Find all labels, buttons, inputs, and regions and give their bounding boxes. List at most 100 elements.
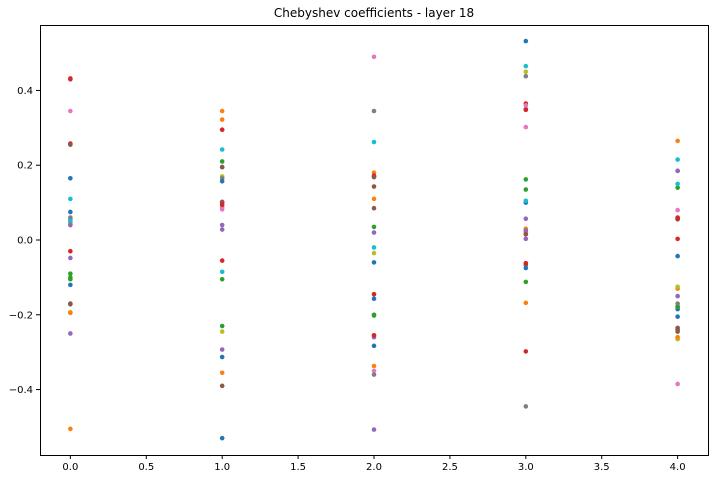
data-point: [523, 265, 529, 271]
y-tick-label: 0.4: [17, 86, 33, 97]
data-point: [219, 435, 225, 441]
data-point: [68, 310, 73, 316]
chart-title: Chebyshev coefficients - layer 18: [274, 6, 474, 20]
data-point: [523, 216, 529, 221]
data-point: [219, 323, 225, 329]
data-point: [219, 164, 225, 170]
data-point: [68, 209, 73, 215]
data-point: [523, 279, 529, 285]
data-point: [523, 103, 529, 108]
data-point: [219, 179, 225, 184]
data-point: [371, 184, 377, 189]
data-point: [371, 196, 377, 202]
data-point: [68, 222, 73, 228]
data-point: [523, 177, 529, 182]
data-point: [68, 248, 73, 254]
data-point: [675, 138, 680, 144]
data-point: [219, 347, 225, 352]
data-point: [219, 383, 225, 389]
x-tick-label: 4.0: [670, 462, 686, 473]
data-point: [219, 159, 225, 164]
data-point: [371, 260, 377, 265]
x-axis: 0.0 0.5 1.0 1.5 2.0 2.5 3.0 3.5 4.0: [62, 455, 686, 473]
data-point: [68, 302, 73, 307]
data-point: [371, 245, 377, 250]
data-point: [675, 253, 680, 259]
data-point: [675, 327, 680, 333]
data-point: [68, 255, 73, 261]
data-point: [371, 363, 377, 369]
data-point: [371, 333, 377, 338]
x-tick-label: 0.5: [138, 462, 154, 473]
data-point: [68, 276, 73, 282]
data-point: [219, 127, 225, 132]
y-axis: −0.4 −0.2 0.0 0.2 0.4: [9, 86, 40, 396]
y-tick-label: 0.0: [17, 236, 33, 247]
data-point: [675, 236, 680, 242]
data-point: [68, 331, 73, 336]
x-tick-label: 1.0: [214, 462, 230, 473]
data-point: [675, 181, 680, 187]
data-point: [371, 230, 377, 235]
data-point: [68, 219, 73, 224]
y-tick-label: −0.2: [9, 310, 33, 321]
data-point: [675, 305, 680, 310]
data-point: [523, 38, 529, 44]
data-point: [219, 227, 225, 232]
data-point: [675, 168, 680, 174]
data-point: [219, 207, 225, 212]
data-point: [523, 107, 529, 113]
data-point: [523, 228, 529, 233]
data-point: [523, 63, 529, 69]
data-point: [675, 301, 680, 306]
x-tick-label: 3.0: [518, 462, 534, 473]
data-point: [523, 236, 529, 242]
data-point: [219, 258, 225, 263]
y-tick-label: −0.4: [9, 385, 33, 396]
x-tick-label: 2.0: [366, 462, 382, 473]
data-point: [523, 187, 529, 192]
data-point: [68, 282, 73, 288]
data-point: [523, 73, 529, 79]
data-point: [219, 222, 225, 228]
data-point: [68, 215, 73, 220]
plot-frame: [40, 25, 709, 456]
data-point: [219, 370, 225, 376]
data-point: [371, 372, 377, 377]
data-point: [68, 426, 73, 432]
data-point: [68, 76, 73, 82]
data-point: [523, 124, 529, 130]
data-point: [68, 108, 73, 114]
data-point: [68, 176, 73, 181]
data-point: [523, 198, 529, 204]
data-point: [675, 293, 680, 299]
data-point: [523, 260, 529, 266]
data-point: [523, 300, 529, 306]
data-point: [675, 207, 680, 213]
data-point: [675, 284, 680, 290]
data-point: [371, 174, 377, 180]
x-tick-label: 1.5: [290, 462, 306, 473]
data-point: [371, 291, 377, 297]
data-point: [371, 205, 377, 211]
data-point: [371, 313, 377, 318]
x-tick-label: 3.5: [594, 462, 610, 473]
data-point: [371, 343, 377, 349]
data-point: [371, 54, 377, 60]
data-point: [68, 271, 73, 276]
data-point: [675, 157, 680, 162]
data-point: [371, 368, 377, 374]
data-point: [675, 381, 680, 387]
data-point: [219, 276, 225, 282]
data-point: [371, 224, 377, 230]
data-point: [68, 142, 73, 147]
data-point: [219, 329, 225, 334]
data-point: [523, 69, 529, 75]
data-point: [371, 296, 377, 302]
data-point: [219, 354, 225, 360]
data-point: [219, 108, 225, 114]
data-point: [523, 349, 529, 354]
data-point: [219, 117, 225, 122]
x-tick-label: 2.5: [442, 462, 458, 473]
